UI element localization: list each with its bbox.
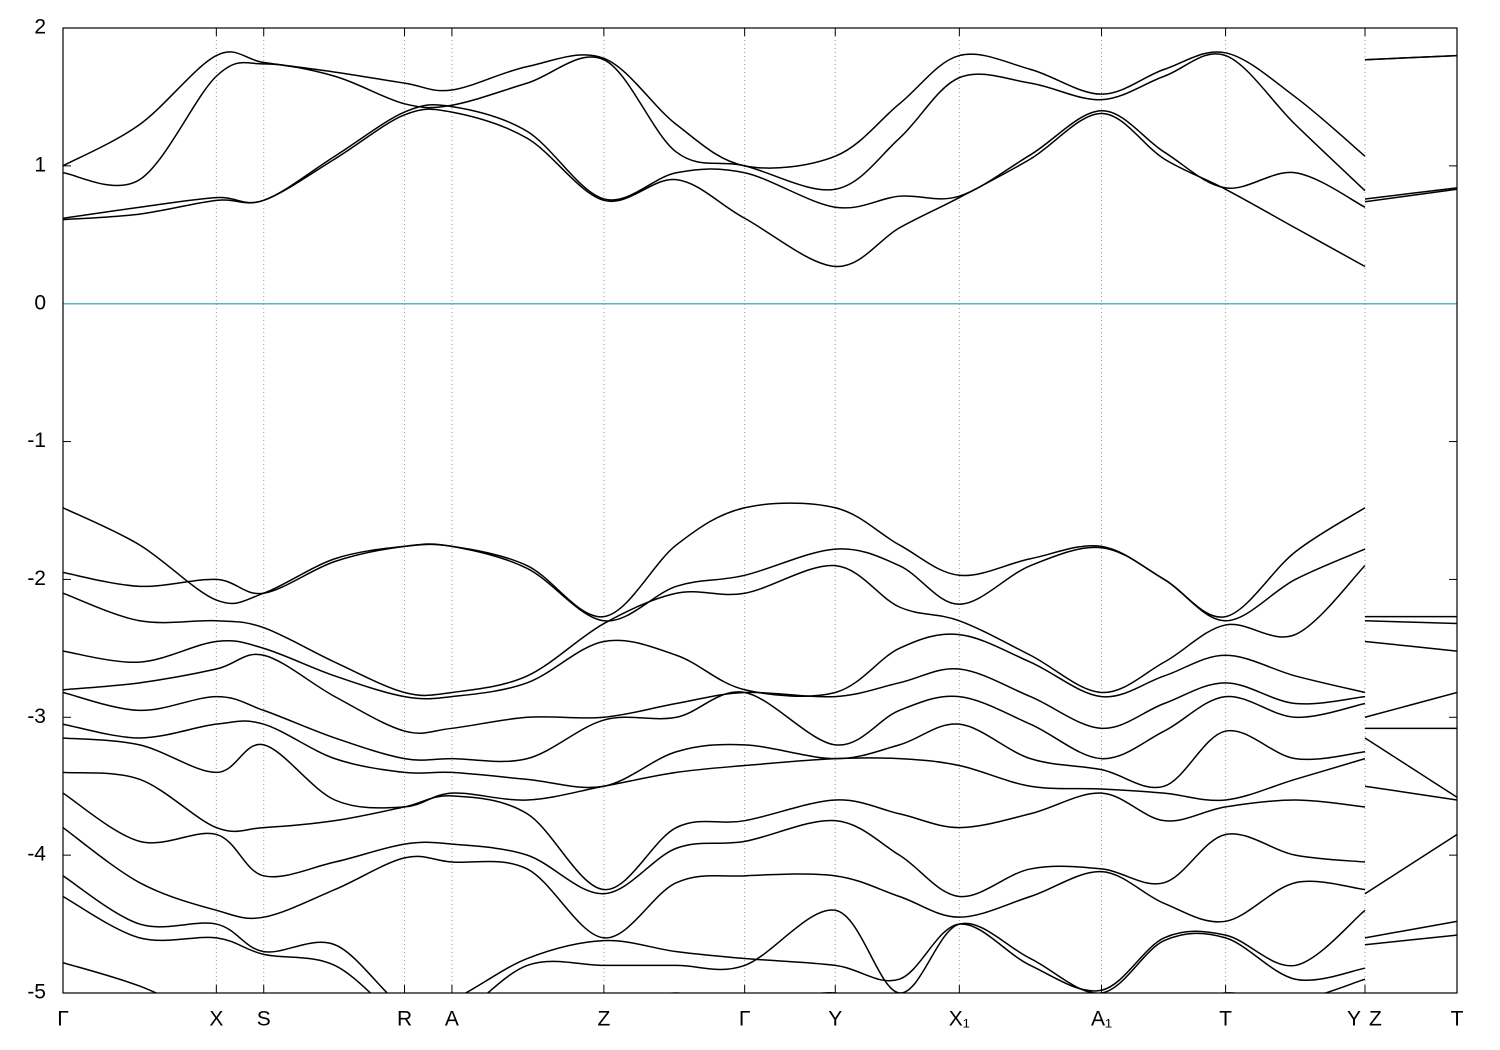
x-tick-label: Γ <box>57 1008 69 1031</box>
band-line <box>63 108 1457 268</box>
band-line <box>63 53 1457 192</box>
band-line <box>63 653 1457 734</box>
band-line <box>63 564 1457 697</box>
band-line <box>63 691 1457 798</box>
x-tick-label: Z <box>1369 1008 1382 1031</box>
y-tick-label: 0 <box>34 291 46 314</box>
plot-area <box>63 51 1457 993</box>
band-line <box>63 895 1366 993</box>
x-tick-label: A <box>445 1008 459 1031</box>
x-tick-label: Y <box>1347 1008 1361 1031</box>
band-line <box>63 792 1457 946</box>
x-tick-label: S <box>257 1008 271 1031</box>
y-tick-label: 2 <box>34 16 46 39</box>
band-line <box>63 103 1457 219</box>
band-line <box>63 961 1366 993</box>
y-tick-label: -1 <box>27 429 46 452</box>
band-line <box>63 51 1457 169</box>
x-tick-label: A₁ <box>1091 1008 1112 1031</box>
x-tick-label: X <box>209 1008 223 1031</box>
y-tick-label: -2 <box>27 567 46 590</box>
band-line <box>63 826 1366 939</box>
band-line <box>63 720 1457 801</box>
plot-frame <box>62 27 1458 994</box>
band-line <box>63 633 1457 719</box>
band-line <box>63 737 1457 895</box>
x-tick-label: Z <box>597 1008 610 1031</box>
x-tick-label: Γ <box>739 1008 751 1031</box>
y-tick-label: -3 <box>27 705 46 728</box>
band-line <box>63 502 1457 618</box>
y-tick-label: 1 <box>34 153 46 176</box>
x-tick-label: X₁ <box>949 1008 970 1031</box>
x-tick-label: Y <box>828 1008 842 1031</box>
band-line <box>63 875 1366 993</box>
x-tick-label: T <box>1219 1008 1232 1031</box>
x-tick-label: T <box>1451 1008 1464 1031</box>
x-tick-label: R <box>397 1008 412 1031</box>
y-tick-label: -5 <box>27 981 46 1004</box>
y-tick-label: -4 <box>27 843 46 866</box>
band-line <box>63 543 1457 625</box>
band-line <box>63 771 1457 939</box>
